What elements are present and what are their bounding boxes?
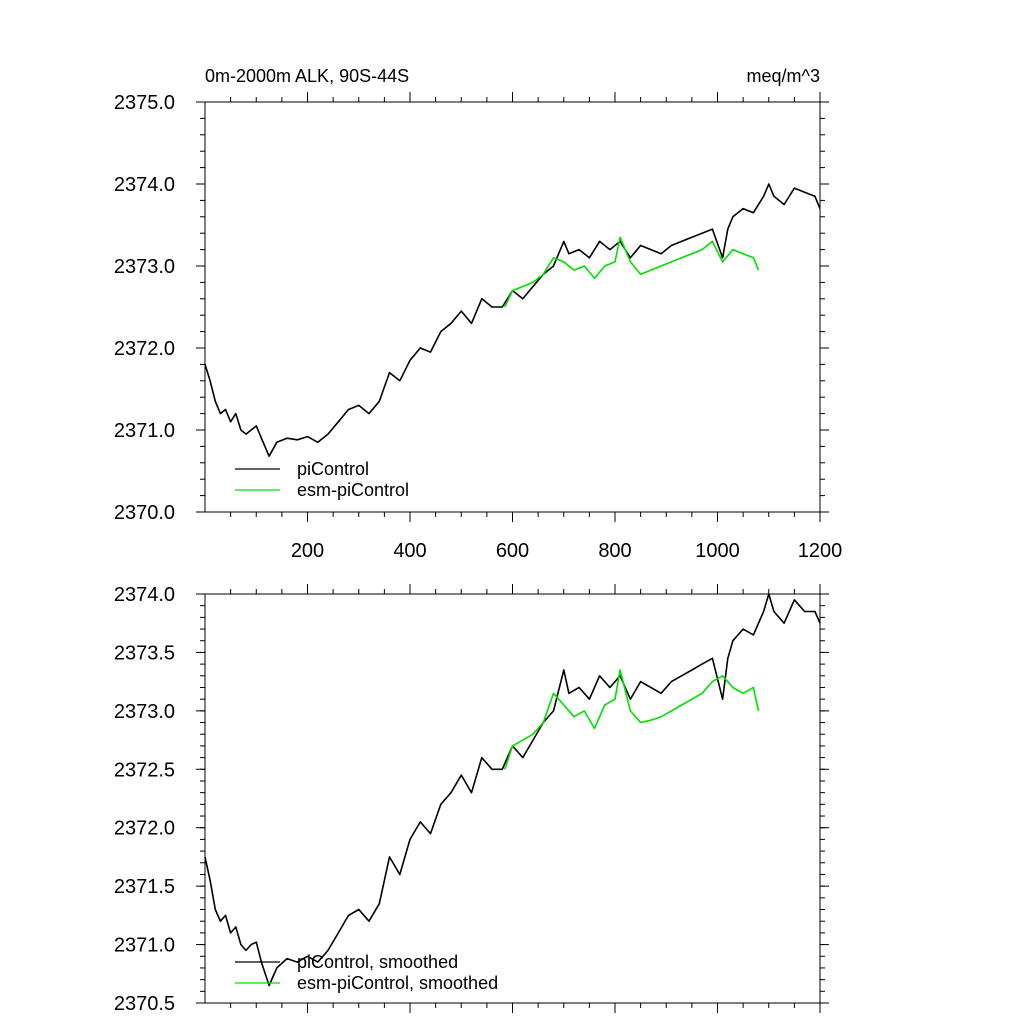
bottom-y-tick-label: 2371.5 [114,876,175,898]
bottom-legend: piControl, smoothed esm-piControl, smoot… [235,952,498,993]
legend-label-esm-picontrol: esm-piControl [297,480,409,500]
top-legend: piControl esm-piControl [235,459,409,500]
top-chart-units: meq/m^3 [747,66,820,86]
top-x-tick-label: 1200 [798,540,843,562]
bottom-y-tick-label: 2372.5 [114,759,175,781]
legend-label-picontrol-smoothed: piControl, smoothed [297,952,458,972]
bottom-series-esm-picontrol-smoothed [504,669,760,770]
top-y-tick-label: 2370.0 [114,502,175,524]
top-panel: 0m-2000m ALK, 90S-44S meq/m^3 2370.0 2371… [114,66,842,562]
top-series-picontrol [204,183,821,458]
top-series-esm-picontrol [504,236,760,308]
top-x-tick-label: 600 [496,540,529,562]
bottom-series-picontrol-smoothed [204,593,821,987]
bottom-series-lines [204,593,821,987]
bottom-y-tick-label: 2373.0 [114,701,175,723]
top-y-tick-label: 2371.0 [114,420,175,442]
top-x-tick-label: 400 [393,540,426,562]
bottom-panel: 2370.5 2371.0 2371.5 2372.0 2372.5 2373.0 2373… [114,584,829,1015]
top-plot-frame [204,101,821,513]
bottom-y-tick-label: 2373.5 [114,642,175,664]
bottom-y-tick-label: 2374.0 [114,584,175,606]
top-y-tick-label: 2372.0 [114,338,175,360]
top-y-tick-label: 2374.0 [114,174,175,196]
top-x-tick-label: 800 [598,540,631,562]
legend-label-esm-picontrol-smoothed: esm-piControl, smoothed [297,973,498,993]
top-y-tick-label: 2373.0 [114,256,175,278]
top-axis-ticks: 2370.0 2371.0 2372.0 2373.0 2374.0 2375.0 200 4… [114,92,842,562]
top-chart-title: 0m-2000m ALK, 90S-44S [205,66,409,86]
bottom-y-tick-label: 2372.0 [114,818,175,840]
bottom-y-tick-label: 2371.0 [114,935,175,957]
top-y-tick-label: 2375.0 [114,92,175,114]
legend-label-picontrol: piControl [297,459,369,479]
bottom-plot-frame [204,593,821,1004]
top-series-lines [204,183,821,458]
bottom-axis-ticks: 2370.5 2371.0 2371.5 2372.0 2372.5 2373.0 2373… [114,584,829,1015]
top-x-tick-label: 200 [291,540,324,562]
bottom-y-tick-label: 2370.5 [114,993,175,1015]
top-x-tick-label: 1000 [695,540,740,562]
